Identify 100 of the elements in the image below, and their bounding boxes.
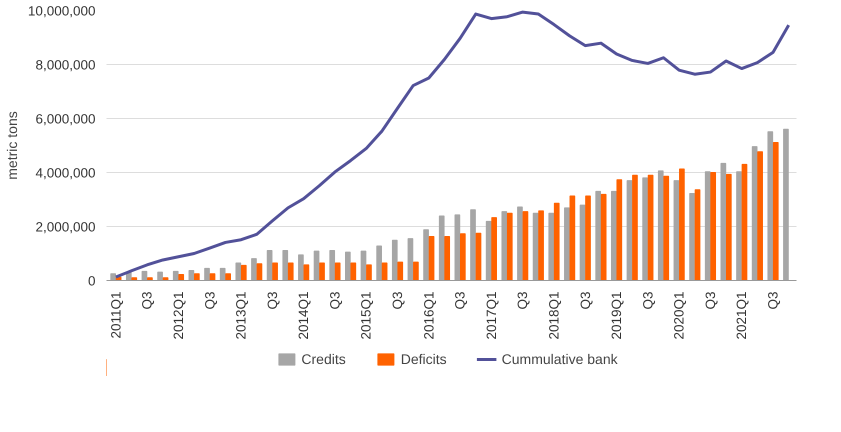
bar [554, 202, 560, 280]
y-tick-label: 10,000,000 [28, 4, 96, 18]
bar [428, 236, 434, 280]
x-tick-label: Q3 [390, 291, 406, 310]
bar [486, 220, 492, 280]
bar [235, 262, 242, 280]
bar [726, 174, 732, 280]
y-tick-label: 2,000,000 [35, 220, 96, 234]
x-tick-label: 2011Q1 [108, 291, 124, 339]
bar [736, 171, 742, 280]
y-tick-label: 0 [88, 274, 96, 288]
x-tick-label: Q3 [264, 291, 280, 310]
x-tick-label: Q3 [327, 291, 342, 310]
bar [304, 264, 310, 280]
bar [460, 233, 466, 280]
x-tick-label: 2012Q1 [170, 291, 186, 340]
bar [376, 245, 382, 280]
legend-label: Deficits [400, 351, 447, 367]
x-tick-label: 2020Q1 [672, 291, 687, 340]
legend-label: Credits [301, 351, 346, 367]
bar [595, 190, 602, 280]
y-axis-title: metric tons [4, 111, 20, 180]
bar [491, 217, 497, 280]
bar [350, 262, 356, 280]
bar [157, 272, 163, 280]
bar [314, 250, 320, 280]
bar [220, 268, 226, 280]
x-tick-label: Q3 [202, 291, 218, 310]
x-tick-label: Q3 [452, 291, 468, 310]
bar [658, 170, 664, 280]
bar [564, 207, 570, 280]
bar [704, 171, 711, 280]
bar [288, 262, 294, 280]
y-tick-label: 8,000,000 [35, 58, 96, 72]
x-tick-label: Q3 [766, 291, 781, 310]
bar [366, 264, 372, 280]
line-series [114, 10, 790, 278]
bar [142, 270, 148, 280]
bar [742, 164, 748, 280]
bar [538, 210, 544, 280]
x-tick-label: 2018Q1 [546, 291, 562, 340]
bar [470, 209, 476, 280]
x-tick-label: 2017Q1 [484, 291, 499, 340]
bar [329, 250, 336, 280]
bar [752, 146, 758, 280]
bar [616, 179, 622, 280]
bar [334, 262, 341, 280]
bar [783, 128, 789, 280]
bar [570, 195, 576, 280]
bar [423, 229, 429, 280]
bar [272, 262, 278, 280]
bar [408, 238, 414, 280]
x-tick-label: Q3 [140, 291, 155, 310]
bar [282, 250, 288, 280]
x-tick-label: Q3 [515, 291, 530, 310]
x-tick-label: 2016Q1 [421, 291, 436, 340]
bar [585, 195, 591, 280]
bar [397, 262, 404, 280]
bar [757, 151, 763, 280]
x-tick-label: Q3 [640, 291, 656, 310]
bar [506, 212, 513, 280]
bar [689, 193, 695, 280]
bar [522, 211, 528, 280]
bar [710, 172, 716, 280]
bar [610, 190, 617, 280]
x-tick-label: 2019Q1 [609, 291, 624, 340]
bar [256, 263, 262, 280]
bar [767, 131, 774, 280]
bar [476, 232, 482, 280]
y-tick-label: 4,000,000 [35, 166, 96, 180]
bar [210, 273, 216, 280]
bar [413, 262, 419, 280]
bar [632, 174, 638, 280]
x-tick-label: 2015Q1 [358, 291, 374, 340]
bar [178, 274, 184, 280]
bar [674, 180, 680, 280]
bar [266, 250, 272, 280]
bar [204, 268, 210, 280]
bar [580, 204, 586, 280]
bar [251, 258, 257, 280]
bar [720, 162, 726, 280]
bar [344, 252, 351, 280]
y-tick-label: 6,000,000 [35, 112, 96, 126]
bar [501, 211, 508, 280]
bar [392, 240, 398, 280]
bar [360, 250, 366, 280]
x-tick-label: Q3 [578, 291, 593, 310]
bar [648, 174, 654, 280]
x-tick-label: 2021Q1 [734, 291, 750, 340]
bar [600, 194, 607, 280]
x-tick-label: 2013Q1 [234, 291, 249, 340]
x-tick-label: 2014Q1 [296, 291, 312, 340]
bar [548, 212, 554, 280]
bar [772, 142, 779, 280]
bar [517, 206, 523, 280]
bar [438, 215, 445, 280]
bar [444, 236, 450, 280]
bar [382, 262, 388, 280]
bar [172, 270, 179, 280]
bar [626, 180, 632, 280]
